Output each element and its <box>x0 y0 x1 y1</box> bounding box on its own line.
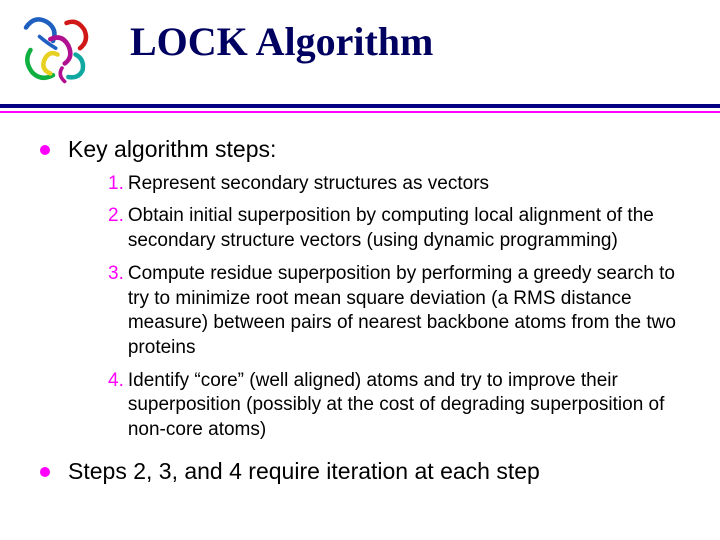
numbered-list: 1. Represent secondary structures as vec… <box>108 172 690 443</box>
item-text: Obtain initial superposition by computin… <box>128 204 690 253</box>
item-number: 3. <box>108 262 124 287</box>
item-number: 1. <box>108 172 124 197</box>
item-text: Compute residue superposition by perform… <box>128 262 690 361</box>
bullet-item: Steps 2, 3, and 4 require iteration at e… <box>40 457 690 486</box>
list-item: 2. Obtain initial superposition by compu… <box>108 204 690 253</box>
slide-content: Key algorithm steps: 1. Represent second… <box>40 135 690 491</box>
bullet-icon <box>40 467 50 477</box>
list-item: 3. Compute residue superposition by perf… <box>108 262 690 361</box>
bullet-item: Key algorithm steps: <box>40 135 690 164</box>
slide-header: LOCK Algorithm <box>0 0 720 110</box>
bullet-text: Steps 2, 3, and 4 require iteration at e… <box>68 457 540 486</box>
list-item: 1. Represent secondary structures as vec… <box>108 172 690 197</box>
bullet-text: Key algorithm steps: <box>68 135 276 164</box>
bullet-icon <box>40 145 50 155</box>
list-item: 4. Identify “core” (well aligned) atoms … <box>108 369 690 443</box>
item-number: 2. <box>108 204 124 229</box>
protein-structure-icon <box>10 5 105 95</box>
divider-line-bottom <box>0 111 720 113</box>
divider-line-top <box>0 104 720 108</box>
slide-title: LOCK Algorithm <box>130 18 433 65</box>
item-text: Represent secondary structures as vector… <box>128 172 489 197</box>
title-divider <box>0 104 720 113</box>
item-number: 4. <box>108 369 124 394</box>
item-text: Identify “core” (well aligned) atoms and… <box>128 369 690 443</box>
